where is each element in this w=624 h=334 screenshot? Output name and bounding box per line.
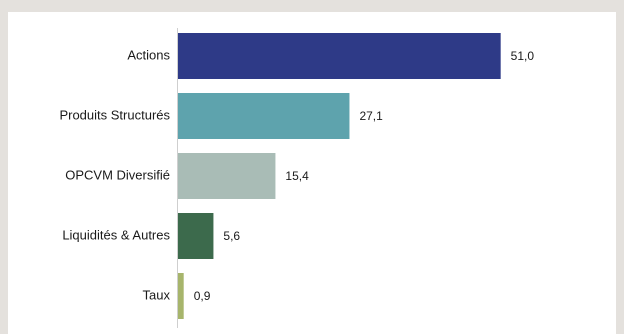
bar-4: [178, 273, 184, 319]
category-label-3: Liquidités & Autres: [62, 227, 170, 242]
bars-layer: Actions 51,0 Produits Structurés 27,1 OPCVM …: [59, 33, 534, 319]
category-label-0: Actions: [127, 47, 170, 62]
category-label-1: Produits Structurés: [59, 107, 170, 122]
bar-1: [178, 93, 350, 139]
value-label-2: 15,4: [285, 169, 309, 183]
bar-0: [178, 33, 501, 79]
category-label-4: Taux: [143, 287, 171, 302]
value-label-0: 51,0: [511, 49, 535, 63]
bar-2: [178, 153, 276, 199]
category-label-2: OPCVM Diversifié: [65, 167, 170, 182]
value-label-4: 0,9: [194, 289, 211, 303]
chart-panel: Actions 51,0 Produits Structurés 27,1 OPCVM …: [8, 12, 616, 334]
value-label-1: 27,1: [359, 109, 383, 123]
value-label-3: 5,6: [223, 229, 240, 243]
bar-chart: Actions 51,0 Produits Structurés 27,1 OPCVM …: [59, 28, 534, 328]
bar-3: [178, 213, 214, 259]
